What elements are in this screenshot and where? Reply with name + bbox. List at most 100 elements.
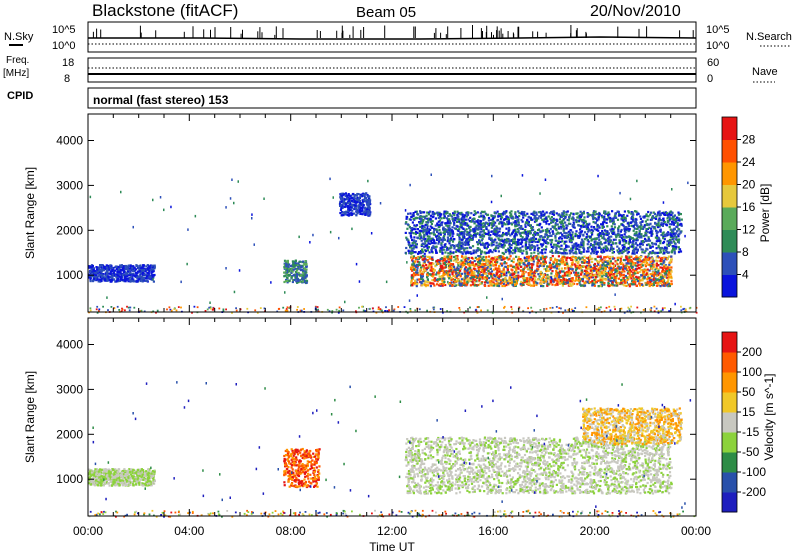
echo-cell	[463, 258, 466, 261]
echo-cell	[552, 280, 555, 283]
echo-cell	[497, 214, 500, 217]
echo-cell	[561, 284, 564, 287]
echo-cell	[630, 277, 633, 280]
echo-cell	[346, 205, 349, 208]
echo-cell	[548, 212, 551, 215]
echo-cell	[651, 274, 654, 277]
echo-cell	[355, 213, 358, 216]
echo-cell	[423, 211, 426, 214]
echo-cell	[557, 225, 560, 228]
echo-cell	[626, 264, 629, 268]
echo-cell	[437, 271, 440, 274]
echo-cell	[473, 282, 476, 285]
echo-cell	[482, 258, 486, 262]
echo-cell	[650, 267, 653, 270]
echo-cell	[429, 269, 432, 272]
echo-cell	[452, 278, 455, 281]
echo-cell	[144, 279, 147, 282]
echo-cell	[436, 283, 439, 286]
echo-cell	[519, 250, 522, 253]
echo-cell	[668, 266, 671, 269]
echo-cell	[615, 273, 618, 276]
echo-cell	[528, 240, 531, 243]
echo-cell	[456, 218, 459, 221]
echo-cell	[498, 282, 501, 285]
echo-cell	[507, 258, 510, 261]
echo-cell	[487, 265, 490, 268]
nave-tick-top: 60	[707, 57, 719, 69]
echo-cell	[561, 234, 564, 237]
echo-cell	[442, 273, 445, 276]
echo-cell	[659, 239, 662, 242]
echo-cell	[571, 249, 574, 252]
echo-cell	[297, 279, 300, 282]
echo-cell	[440, 275, 443, 278]
echo-cell	[623, 216, 626, 219]
echo-cell	[661, 284, 664, 287]
echo-cell	[444, 283, 447, 287]
echo-cell	[592, 244, 595, 247]
echo-cell	[505, 274, 508, 277]
echo-cell	[613, 278, 616, 281]
echo-cell	[630, 266, 634, 269]
echo-cell	[648, 277, 651, 280]
echo-cell	[111, 277, 114, 280]
echo-cell	[638, 266, 641, 270]
echo-cell	[110, 264, 113, 267]
echo-cell	[367, 210, 370, 213]
echo-cell	[438, 277, 441, 280]
echo-cell	[623, 249, 627, 252]
echo-cell	[517, 276, 520, 279]
echo-cell	[592, 218, 595, 221]
echo-cell	[558, 274, 561, 277]
echo-cell	[468, 279, 471, 283]
echo-cell	[479, 259, 482, 262]
echo-cell	[558, 213, 561, 216]
echo-cell	[442, 238, 445, 241]
echo-cell	[89, 278, 92, 281]
echo-cell	[443, 280, 446, 283]
echo-cell	[622, 263, 625, 266]
echo-cell	[626, 252, 629, 255]
echo-cell	[599, 284, 602, 287]
echo-cell	[412, 217, 415, 221]
echo-cell	[422, 271, 425, 274]
echo-cell	[365, 202, 369, 205]
echo-cell	[629, 258, 632, 262]
echo-cell	[573, 282, 576, 285]
echo-cell	[628, 271, 631, 274]
echo-cell	[553, 227, 556, 230]
echo-cell	[574, 269, 578, 272]
echo-cell	[346, 194, 349, 197]
echo-cell	[666, 270, 669, 273]
echo-cell	[534, 280, 537, 283]
echo-cell	[366, 199, 369, 202]
echo-cell	[662, 279, 665, 282]
echo-cell	[566, 271, 569, 274]
echo-cell	[415, 210, 418, 213]
echo-cell	[126, 266, 129, 269]
echo-cell	[463, 272, 466, 275]
echo-cell	[664, 270, 667, 273]
echo-cell	[627, 262, 630, 265]
echo-cell	[534, 276, 537, 279]
cpid-strip-frame	[87, 87, 697, 109]
echo-cell	[128, 272, 131, 275]
echo-cell	[348, 212, 351, 215]
echo-cell	[361, 202, 364, 206]
echo-cell	[460, 278, 463, 281]
echo-cell	[419, 252, 422, 255]
echo-cell	[424, 284, 427, 287]
echo-cell	[351, 204, 354, 207]
echo-cell	[584, 276, 587, 279]
echo-cell	[114, 280, 117, 283]
echo-cell	[429, 232, 432, 235]
echo-cell	[497, 277, 501, 280]
echo-cell	[602, 269, 605, 272]
echo-cell	[487, 270, 490, 273]
echo-cell	[623, 284, 626, 287]
echo-cell	[579, 258, 582, 261]
echo-cell	[412, 227, 415, 230]
echo-cell	[664, 235, 667, 238]
echo-cell	[410, 276, 414, 279]
